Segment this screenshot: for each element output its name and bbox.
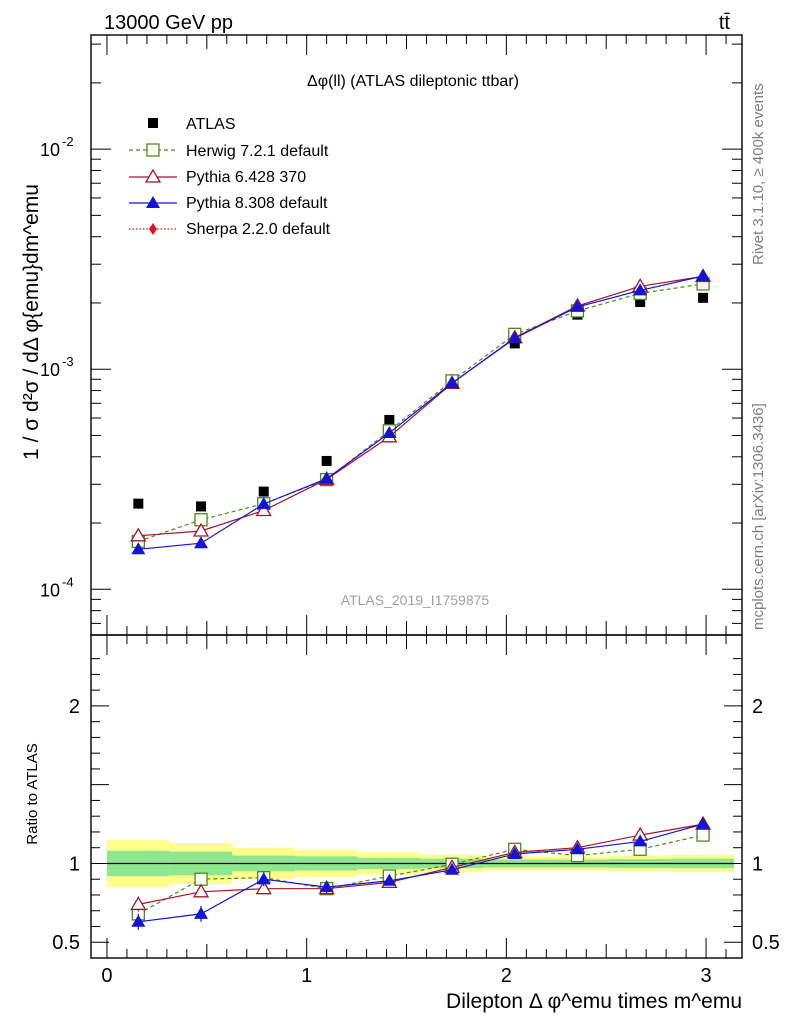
- legend-label-pythia6: Pythia 6.428 370: [186, 169, 306, 186]
- x-tick-label-2: 2: [501, 965, 512, 987]
- legend-label-sherpa: Sherpa 2.2.0 default: [186, 221, 331, 238]
- main-title: Δφ(ll) (ATLAS dileptonic ttbar): [307, 73, 519, 90]
- main-series-line-3: [138, 275, 704, 550]
- legend-label-herwig: Herwig 7.2.1 default: [186, 143, 329, 160]
- main-series-line-1: [138, 283, 704, 542]
- main-y-tick-label-1: 10: [40, 360, 60, 380]
- legend-entry-pythia6: Pythia 6.428 370: [129, 168, 306, 186]
- main-y-tick-label-0: 10: [40, 580, 60, 600]
- main-point-0-8: [635, 297, 646, 308]
- main-point-3-9: [696, 269, 711, 282]
- main-series-3: [131, 269, 711, 555]
- main-point-0-2: [258, 486, 269, 497]
- ratio-point-2-9: [696, 817, 711, 830]
- main-y-tick-label-2: 10: [40, 140, 60, 160]
- ratio-y-tick-label-right-0: 0.5: [752, 932, 780, 954]
- x-tick-label-0: 0: [101, 965, 112, 987]
- ratio-y-axis-label: Ratio to ATLAS: [24, 743, 41, 844]
- header-energy-label: 13000 GeV pp: [104, 12, 233, 34]
- ratio-point-2-3: [319, 880, 334, 893]
- main-point-3-0: [131, 542, 146, 555]
- ratio-point-1-0: [130, 896, 147, 911]
- header-process-label: tt̄: [719, 12, 731, 34]
- main-point-0-1: [196, 501, 207, 512]
- legend-entry-atlas: ATLAS: [148, 116, 236, 133]
- ratio-series-2: [131, 817, 711, 930]
- legend-marker-herwig: [146, 143, 160, 157]
- main-point-3-5: [445, 375, 460, 388]
- analysis-watermark: ATLAS_2019_I1759875: [341, 592, 490, 608]
- main-series-line-2: [138, 275, 704, 537]
- main-point-2-1: [192, 522, 210, 537]
- ratio-point-2-8: [633, 834, 648, 847]
- main-point-3-6: [507, 331, 522, 344]
- x-tick-label-3: 3: [700, 965, 711, 987]
- main-point-0-9: [698, 292, 709, 303]
- x-axis-label: Dilepton Δ φ^emu times m^emu: [446, 990, 742, 1013]
- main-y-axis-label: 1 / σ d²σ / dΔ φ{emu}dm^emu: [20, 184, 43, 460]
- panel-frames: 10 -410 -310 -20 1 2 30.5 0.51 12 2: [40, 34, 780, 987]
- main-series-1: [131, 277, 710, 549]
- legend-label-pythia8: Pythia 8.308 default: [186, 195, 328, 212]
- legend-marker-sherpa: [149, 223, 157, 235]
- main-point-0-3: [321, 455, 332, 466]
- x-tick-label-1: 1: [301, 965, 312, 987]
- ratio-point-2-6: [507, 847, 522, 860]
- main-point-3-4: [382, 426, 397, 439]
- main-point-2-2: [255, 502, 272, 517]
- ratio-point-1-2: [255, 880, 272, 895]
- ratio-y-tick-label-right-2: 2: [752, 696, 763, 718]
- ratio-point-1-1: [192, 883, 210, 898]
- ratio-y-tick-label-left-2: 2: [69, 696, 80, 718]
- main-point-3-1: [194, 536, 209, 549]
- main-series-0: [133, 292, 709, 512]
- legend-entry-pythia8: Pythia 8.308 default: [129, 195, 328, 212]
- ratio-point-2-0: [131, 914, 146, 927]
- main-y-tick-exponent-1: -3: [62, 354, 74, 369]
- ratio-point-2-5: [445, 862, 460, 875]
- main-point-0-4: [384, 414, 395, 425]
- side-mcplots-label: mcplots.cern.ch [arXiv:1306.3436]: [750, 403, 767, 630]
- ratio-series-line-0: [138, 834, 704, 915]
- legend-marker-pythia6: [144, 168, 162, 183]
- main-point-3-2: [256, 497, 271, 510]
- legend-entry-sherpa: Sherpa 2.2.0 default: [129, 221, 331, 238]
- ratio-point-2-7: [570, 842, 585, 855]
- legend-label-atlas: ATLAS: [186, 116, 236, 133]
- legend: ATLAS Herwig 7.2.1 default Pythia 6.428 …: [129, 116, 331, 238]
- ratio-y-tick-label-right-1: 1: [752, 853, 763, 875]
- main-y-tick-exponent-0: -4: [62, 574, 74, 589]
- main-point-0-0: [133, 498, 144, 509]
- main-panel-content: [130, 268, 712, 555]
- main-point-3-3: [319, 471, 334, 484]
- legend-entry-herwig: Herwig 7.2.1 default: [129, 143, 329, 160]
- ratio-point-0-9: [696, 828, 710, 842]
- ratio-point-0-1: [194, 872, 208, 886]
- ratio-series-line-2: [138, 823, 704, 923]
- ratio-y-tick-label-left-0: 0.5: [52, 932, 80, 954]
- ratio-frame: [90, 634, 743, 959]
- legend-marker-pythia8: [146, 196, 160, 208]
- main-point-3-7: [570, 299, 585, 312]
- main-point-3-8: [633, 283, 648, 296]
- ratio-panel-content: [106, 815, 735, 930]
- main-y-tick-exponent-2: -2: [62, 134, 74, 149]
- ratio-point-2-2: [256, 872, 271, 885]
- main-point-2-0: [130, 527, 147, 542]
- ratio-point-2-1: [194, 906, 209, 919]
- ratio-y-tick-label-left-1: 1: [69, 853, 80, 875]
- legend-marker-atlas: [148, 118, 158, 128]
- side-rivet-label: Rivet 3.1.10, ≥ 400k events: [750, 83, 767, 265]
- ratio-point-2-4: [382, 873, 397, 886]
